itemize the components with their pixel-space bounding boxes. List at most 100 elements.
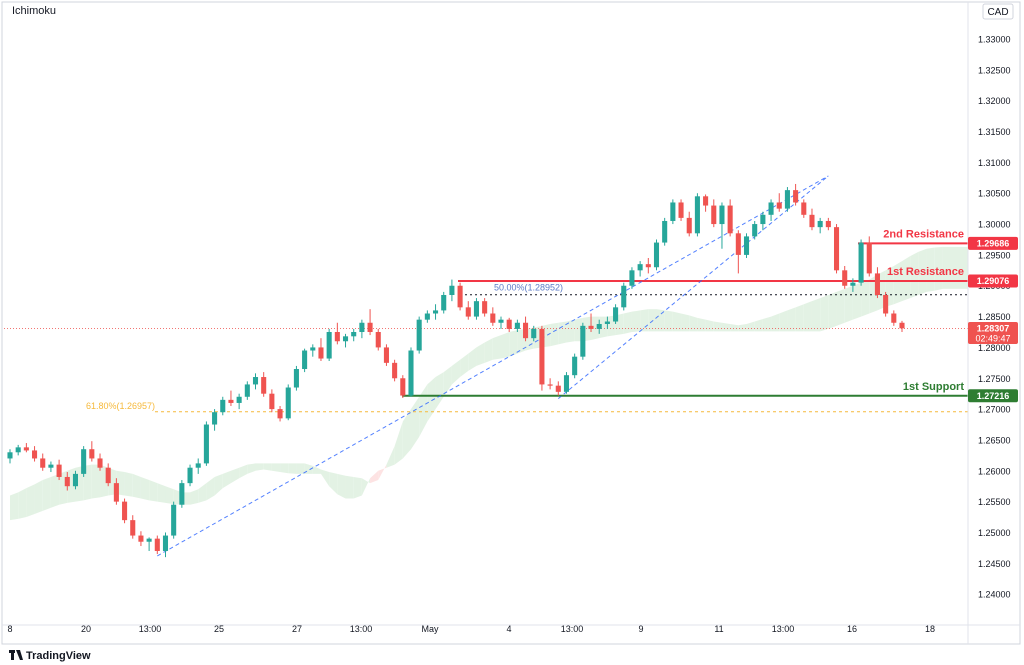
candle[interactable]	[326, 328, 332, 361]
candle[interactable]	[842, 266, 848, 289]
candle[interactable]	[15, 444, 21, 456]
candle[interactable]	[866, 236, 872, 277]
candle[interactable]	[482, 298, 488, 317]
candle[interactable]	[735, 230, 741, 274]
candle[interactable]	[629, 267, 635, 289]
candle[interactable]	[187, 464, 193, 487]
candle[interactable]	[531, 325, 537, 342]
candle[interactable]	[351, 328, 357, 342]
candle[interactable]	[203, 421, 209, 466]
candle[interactable]	[768, 199, 774, 221]
candle[interactable]	[7, 449, 13, 464]
candle[interactable]	[711, 199, 717, 228]
candle[interactable]	[752, 220, 758, 240]
candle[interactable]	[490, 307, 496, 326]
candle[interactable]	[596, 319, 602, 334]
candle[interactable]	[760, 211, 766, 231]
candle[interactable]	[302, 348, 308, 373]
candle[interactable]	[457, 282, 463, 311]
candle[interactable]	[122, 498, 128, 524]
candle[interactable]	[563, 372, 570, 394]
candle[interactable]	[449, 279, 455, 302]
candle[interactable]	[277, 406, 283, 422]
candle[interactable]	[580, 322, 586, 360]
candle[interactable]	[817, 217, 823, 234]
candle[interactable]	[465, 301, 471, 320]
candle[interactable]	[416, 316, 422, 354]
candle[interactable]	[375, 328, 381, 351]
candle[interactable]	[195, 458, 201, 474]
candle[interactable]	[694, 193, 700, 237]
candle[interactable]	[899, 320, 905, 333]
candle[interactable]	[48, 461, 54, 473]
candle[interactable]	[498, 316, 504, 329]
candle[interactable]	[146, 537, 152, 551]
candle[interactable]	[858, 239, 864, 286]
candle[interactable]	[441, 291, 447, 314]
candle[interactable]	[588, 313, 594, 333]
candle[interactable]	[32, 446, 38, 462]
candle[interactable]	[473, 298, 479, 320]
candle[interactable]	[367, 309, 373, 336]
candle[interactable]	[539, 325, 545, 391]
candle[interactable]	[572, 353, 578, 379]
candle[interactable]	[613, 304, 619, 324]
candle[interactable]	[228, 390, 234, 407]
candle[interactable]	[793, 183, 799, 206]
tradingview-logo[interactable]: TradingView	[9, 650, 91, 662]
candle[interactable]	[678, 199, 684, 221]
support-1-tag[interactable]: 1.27216	[968, 389, 1018, 403]
currency-badge[interactable]: CAD	[982, 3, 1014, 20]
candle[interactable]	[310, 344, 316, 357]
candle[interactable]	[72, 470, 79, 490]
candle[interactable]	[809, 208, 815, 231]
candle[interactable]	[433, 304, 439, 320]
resistance-1-tag[interactable]: 1.29076	[968, 274, 1018, 288]
candle[interactable]	[883, 291, 889, 317]
candle[interactable]	[318, 338, 324, 361]
candle[interactable]	[56, 459, 62, 481]
candle[interactable]	[891, 310, 897, 326]
candle[interactable]	[252, 373, 259, 390]
candle[interactable]	[686, 211, 692, 237]
candle[interactable]	[743, 233, 750, 258]
candle[interactable]	[130, 515, 136, 539]
candle[interactable]	[269, 389, 275, 413]
candle[interactable]	[334, 322, 340, 345]
candle[interactable]	[64, 472, 70, 491]
candle[interactable]	[293, 365, 299, 391]
candle[interactable]	[342, 333, 349, 348]
candle[interactable]	[604, 316, 610, 329]
candle[interactable]	[547, 378, 553, 390]
resistance-2-tag[interactable]: 1.29686	[968, 236, 1018, 250]
candle[interactable]	[81, 446, 87, 477]
candle[interactable]	[776, 193, 782, 212]
candle[interactable]	[637, 261, 643, 277]
candle[interactable]	[154, 535, 160, 555]
candle[interactable]	[653, 239, 660, 271]
candle[interactable]	[424, 310, 430, 323]
candle[interactable]	[727, 199, 733, 237]
candle[interactable]	[220, 396, 226, 416]
candle[interactable]	[392, 359, 398, 382]
candle[interactable]	[261, 372, 267, 397]
candle[interactable]	[670, 199, 676, 225]
candle[interactable]	[285, 384, 291, 421]
candle[interactable]	[645, 257, 651, 274]
candle[interactable]	[113, 478, 119, 505]
candle[interactable]	[850, 278, 856, 292]
candle[interactable]	[621, 282, 627, 311]
candle[interactable]	[383, 344, 389, 366]
candle[interactable]	[171, 501, 177, 539]
candle[interactable]	[236, 393, 242, 410]
candle[interactable]	[23, 443, 29, 453]
candle[interactable]	[408, 347, 414, 397]
candle[interactable]	[97, 453, 103, 471]
candle[interactable]	[555, 381, 561, 396]
candle[interactable]	[825, 217, 831, 231]
candle[interactable]	[162, 532, 169, 558]
candle[interactable]	[244, 381, 250, 400]
candle[interactable]	[703, 194, 709, 212]
